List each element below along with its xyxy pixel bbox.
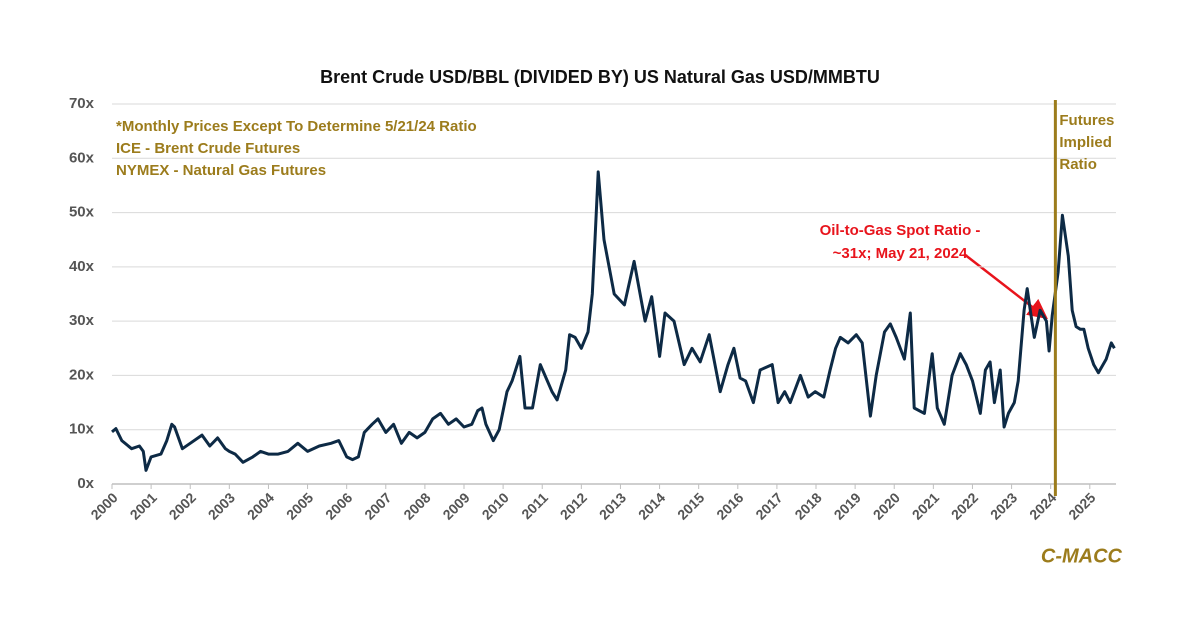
x-tick-label: 2005 — [283, 489, 316, 522]
x-tick-label: 2022 — [948, 489, 981, 522]
x-tick-label: 2011 — [518, 489, 551, 522]
x-tick-label: 2021 — [909, 489, 942, 522]
callout: ~31x; May 21, 2024 — [833, 245, 968, 262]
x-tick-label: 2008 — [400, 489, 433, 522]
reference-label: Futures — [1059, 112, 1114, 129]
x-tick-label: 2000 — [87, 489, 120, 522]
chart-title: Brent Crude USD/BBL (DIVIDED BY) US Natu… — [320, 67, 880, 87]
x-tick-label: 2001 — [127, 489, 160, 522]
y-tick-label: 40x — [69, 258, 95, 275]
y-tick-label: 70x — [69, 95, 95, 112]
reference-label: Implied — [1059, 134, 1112, 151]
x-tick-label: 2002 — [166, 489, 199, 522]
x-tick-label: 2007 — [361, 489, 394, 522]
x-tick-label: 2006 — [322, 489, 355, 522]
x-tick-label: 2010 — [479, 489, 512, 522]
y-tick-label: 10x — [69, 421, 95, 438]
x-tick-label: 2003 — [205, 489, 238, 522]
y-tick-label: 20x — [69, 366, 95, 383]
note: ICE - Brent Crude Futures — [116, 140, 300, 157]
x-tick-label: 2009 — [439, 489, 472, 522]
x-tick-label: 2014 — [635, 489, 668, 522]
source: C-MACC — [1041, 545, 1123, 567]
note: NYMEX - Natural Gas Futures — [116, 162, 326, 179]
x-tick-label: 2018 — [791, 489, 824, 522]
y-tick-label: 0x — [77, 475, 94, 492]
y-tick-label: 60x — [69, 149, 95, 166]
x-tick-label: 2015 — [674, 489, 707, 522]
x-tick-label: 2013 — [596, 489, 629, 522]
y-tick-label: 30x — [69, 312, 95, 329]
x-tick-label: 2023 — [987, 489, 1020, 522]
x-tick-label: 2016 — [713, 489, 746, 522]
x-tick-label: 2020 — [870, 489, 903, 522]
x-tick-label: 2017 — [752, 489, 785, 522]
y-tick-label: 50x — [69, 204, 95, 221]
x-tick-label: 2025 — [1065, 489, 1098, 522]
callout: Oil-to-Gas Spot Ratio - — [820, 222, 981, 239]
x-tick-label: 2004 — [244, 489, 277, 522]
reference-label: Ratio — [1059, 156, 1097, 173]
data-line — [111, 170, 1116, 472]
note: *Monthly Prices Except To Determine 5/21… — [116, 118, 477, 135]
callout-arrow — [963, 253, 1048, 320]
x-tick-label: 2012 — [557, 489, 590, 522]
x-tick-label: 2019 — [831, 489, 864, 522]
